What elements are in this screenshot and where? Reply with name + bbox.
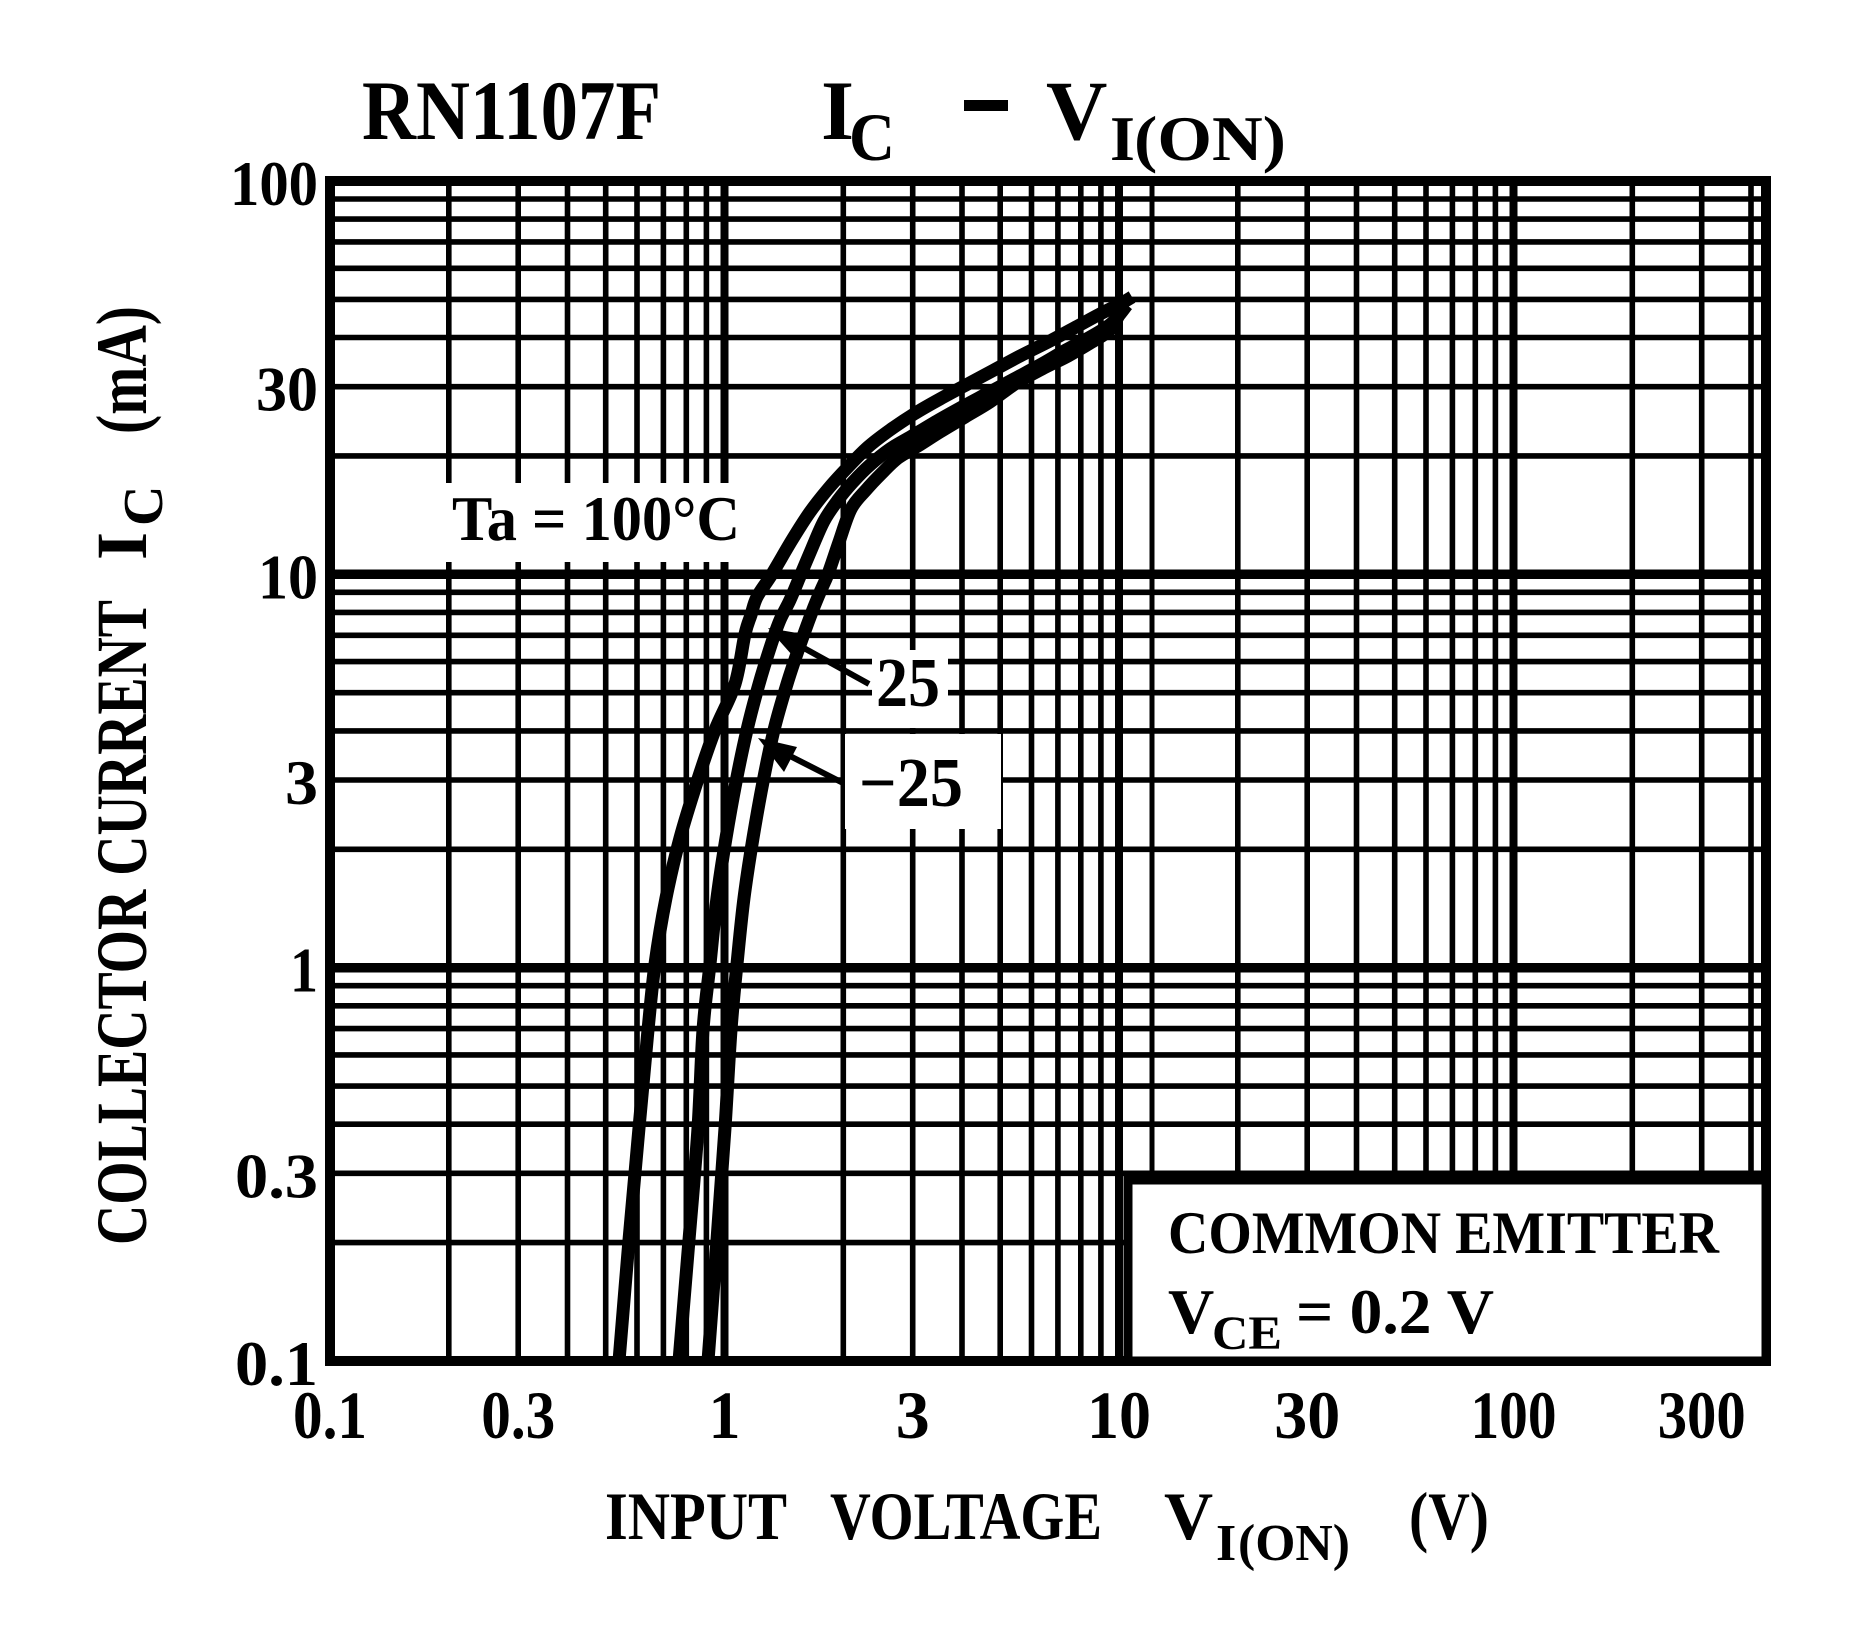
svg-text:25: 25 <box>876 645 940 722</box>
svg-text:COLLECTOR CURRENT: COLLECTOR CURRENT <box>82 600 162 1245</box>
svg-text:C: C <box>113 486 175 526</box>
svg-text:0.1: 0.1 <box>293 1377 367 1453</box>
svg-text:COMMON EMITTER: COMMON EMITTER <box>1168 1200 1720 1266</box>
svg-text:(mA): (mA) <box>82 306 162 434</box>
svg-text:C: C <box>849 99 895 175</box>
svg-text:300: 300 <box>1658 1377 1746 1453</box>
svg-text:0.3: 0.3 <box>481 1377 555 1453</box>
svg-text:I: I <box>1216 1515 1236 1572</box>
svg-text:100: 100 <box>1471 1377 1557 1453</box>
svg-text:VOLTAGE: VOLTAGE <box>830 1478 1102 1554</box>
svg-text:10: 10 <box>1087 1377 1151 1453</box>
svg-text:(V): (V) <box>1409 1478 1489 1554</box>
svg-text:I: I <box>1110 103 1135 174</box>
svg-text:Ta = 100°C: Ta = 100°C <box>452 484 740 554</box>
svg-text:0.3: 0.3 <box>235 1140 318 1211</box>
svg-text:−25: −25 <box>859 745 963 822</box>
svg-text:V: V <box>1168 1276 1214 1347</box>
svg-text:INPUT: INPUT <box>605 1478 787 1554</box>
svg-text:100: 100 <box>230 148 318 219</box>
svg-text:1: 1 <box>709 1377 741 1453</box>
svg-text:RN1107F: RN1107F <box>362 64 661 158</box>
svg-text:0.1: 0.1 <box>235 1328 318 1399</box>
svg-text:(ON): (ON) <box>1238 1515 1350 1572</box>
svg-text:I: I <box>821 64 854 158</box>
svg-text:(ON): (ON) <box>1134 103 1286 174</box>
svg-text:I: I <box>82 532 162 560</box>
svg-text:CE: CE <box>1212 1307 1282 1360</box>
svg-text:V: V <box>1164 1478 1213 1554</box>
svg-text:3: 3 <box>896 1377 930 1453</box>
svg-text:3: 3 <box>285 747 318 818</box>
svg-text:10: 10 <box>258 541 318 612</box>
svg-text:30: 30 <box>256 354 318 425</box>
svg-text:= 0.2 V: = 0.2 V <box>1296 1276 1494 1347</box>
svg-text:1: 1 <box>290 935 318 1006</box>
svg-text:30: 30 <box>1274 1377 1340 1453</box>
svg-text:V: V <box>1046 64 1107 158</box>
